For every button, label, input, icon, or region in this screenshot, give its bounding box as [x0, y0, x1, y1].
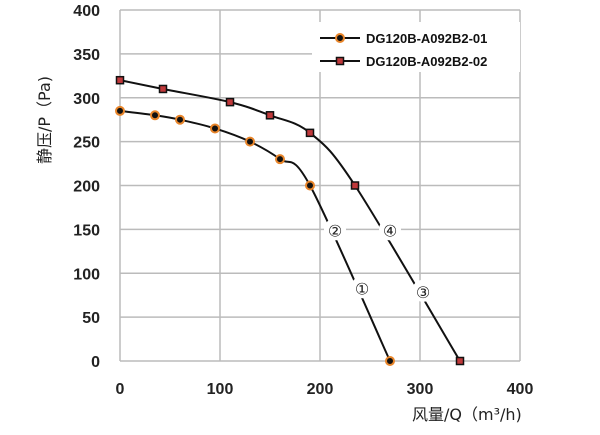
annotation-bg	[379, 218, 401, 241]
legend-label: DG120B-A092B2-02	[366, 54, 487, 69]
legend-label: DG120B-A092B2-01	[366, 31, 487, 46]
data-point	[158, 84, 168, 94]
y-tick-label: 350	[73, 47, 100, 64]
y-tick-label: 400	[73, 3, 100, 20]
x-tick-label: 300	[407, 381, 434, 398]
data-point	[115, 75, 125, 85]
data-point	[305, 180, 315, 191]
data-point	[175, 114, 185, 125]
data-point	[350, 181, 360, 190]
series-line	[119, 109, 391, 362]
x-tick-label: 0	[116, 381, 125, 398]
annotation-bg	[412, 279, 434, 302]
annotation-label: ①	[355, 279, 369, 298]
y-tick-label: 250	[73, 135, 100, 152]
data-point	[115, 105, 125, 116]
tick-labels: 0 50 100 150 200 250 300 350 400 0 100 200 300 400	[73, 3, 533, 398]
series	[115, 75, 465, 366]
data-point	[335, 56, 345, 66]
data-point	[245, 136, 255, 147]
data-point	[275, 154, 285, 165]
legend-box	[312, 22, 520, 72]
annotation-label: ②	[328, 221, 342, 240]
y-tick-label: 150	[73, 222, 100, 239]
annotation-label: ③	[416, 283, 430, 302]
y-tick-label: 300	[73, 91, 100, 108]
data-point	[150, 110, 160, 121]
data-point	[335, 33, 345, 43]
data-point	[225, 97, 235, 107]
x-tick-label: 100	[207, 381, 234, 398]
data-point	[455, 356, 465, 366]
y-tick-label: 50	[82, 310, 100, 327]
annotations: ② ④ ① ③	[324, 218, 434, 302]
y-tick-label: 0	[91, 354, 100, 371]
annotation-bg	[324, 218, 346, 241]
x-axis-label: 风量/Q（m³/h)	[412, 405, 522, 424]
y-tick-label: 100	[73, 266, 100, 283]
x-tick-label: 400	[507, 381, 534, 398]
data-point	[265, 111, 275, 120]
y-axis-label: 静压/P（Pa)	[35, 76, 54, 164]
data-point	[305, 128, 315, 138]
annotation-bg	[351, 276, 373, 299]
data-point	[210, 123, 220, 134]
x-tick-label: 200	[307, 381, 334, 398]
y-tick-label: 200	[73, 179, 100, 196]
legend: DG120B-A092B2-01 DG120B-A092B2-02	[312, 22, 520, 72]
data-point	[385, 356, 395, 366]
series-line	[119, 79, 461, 362]
annotation-label: ④	[383, 221, 397, 240]
